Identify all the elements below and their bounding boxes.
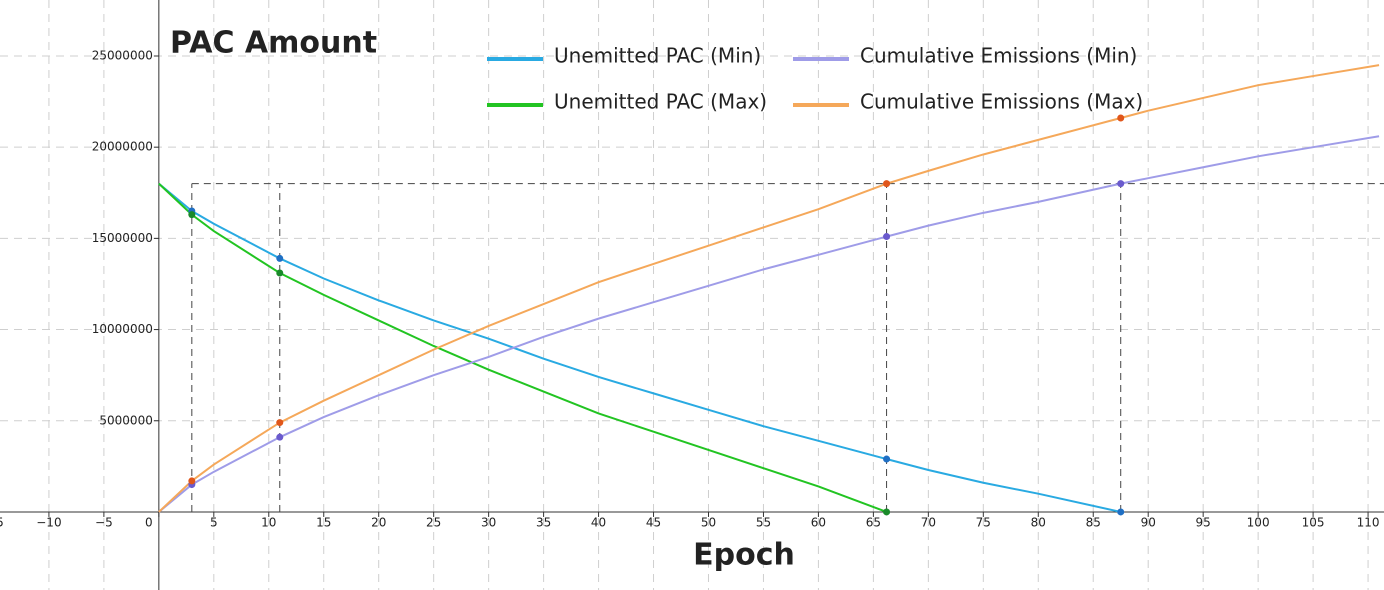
x-tick-label: 105 xyxy=(1302,515,1325,529)
point-marker xyxy=(1117,180,1125,188)
y-tick-label: 15000000 xyxy=(92,231,153,245)
x-tick-label: 30 xyxy=(481,515,496,529)
legend-label: Unemitted PAC (Min) xyxy=(554,44,761,68)
point-marker xyxy=(883,508,891,516)
x-tick-label: 40 xyxy=(591,515,606,529)
point-marker xyxy=(1117,508,1125,516)
point-marker xyxy=(883,180,891,188)
x-tick-label: 60 xyxy=(811,515,826,529)
series-line xyxy=(158,64,1380,513)
x-tick-label: −5 xyxy=(95,515,113,529)
x-tick-label: 65 xyxy=(866,515,881,529)
y-tick-label: 5000000 xyxy=(99,413,152,427)
x-tick-label: 80 xyxy=(1031,515,1046,529)
x-axis-label: Epoch xyxy=(693,538,795,573)
x-tick-label: 75 xyxy=(976,515,991,529)
chart-title: PAC Amount xyxy=(170,26,377,61)
legend-label: Cumulative Emissions (Max) xyxy=(860,90,1143,114)
x-tick-label: 55 xyxy=(756,515,771,529)
point-marker xyxy=(276,254,284,262)
x-tick-label: 0 xyxy=(145,515,153,529)
x-tick-label: 50 xyxy=(701,515,716,529)
legend-label: Unemitted PAC (Max) xyxy=(554,90,767,114)
x-tick-label: 95 xyxy=(1196,515,1211,529)
x-tick-label: 35 xyxy=(536,515,551,529)
point-marker xyxy=(188,211,196,219)
x-tick-label: 90 xyxy=(1141,515,1156,529)
point-marker xyxy=(1117,114,1125,122)
point-marker xyxy=(883,455,891,463)
x-tick-label: 20 xyxy=(371,515,386,529)
x-tick-label: 5 xyxy=(210,515,218,529)
x-tick-label: 45 xyxy=(646,515,661,529)
x-tick-label: 100 xyxy=(1247,515,1270,529)
x-tick-label: 15 xyxy=(316,515,331,529)
point-marker xyxy=(188,477,196,485)
x-tick-label: 10 xyxy=(261,515,276,529)
series-line xyxy=(158,135,1380,513)
x-tick-label: 25 xyxy=(426,515,441,529)
x-tick-label: 85 xyxy=(1086,515,1101,529)
x-tick-label: 110 xyxy=(1357,515,1380,529)
x-tick-label: −10 xyxy=(36,515,61,529)
point-marker xyxy=(276,433,284,441)
x-tick-label: 70 xyxy=(921,515,936,529)
point-marker xyxy=(883,233,891,241)
series-line xyxy=(158,182,887,513)
y-tick-label: 20000000 xyxy=(92,140,153,154)
y-tick-label: 25000000 xyxy=(92,48,153,62)
y-tick-label: 10000000 xyxy=(92,322,153,336)
point-marker xyxy=(276,419,284,427)
series-line xyxy=(158,182,1121,513)
x-tick-label: -15 xyxy=(0,515,4,529)
legend-label: Cumulative Emissions (Min) xyxy=(860,44,1137,68)
point-marker xyxy=(276,269,284,277)
